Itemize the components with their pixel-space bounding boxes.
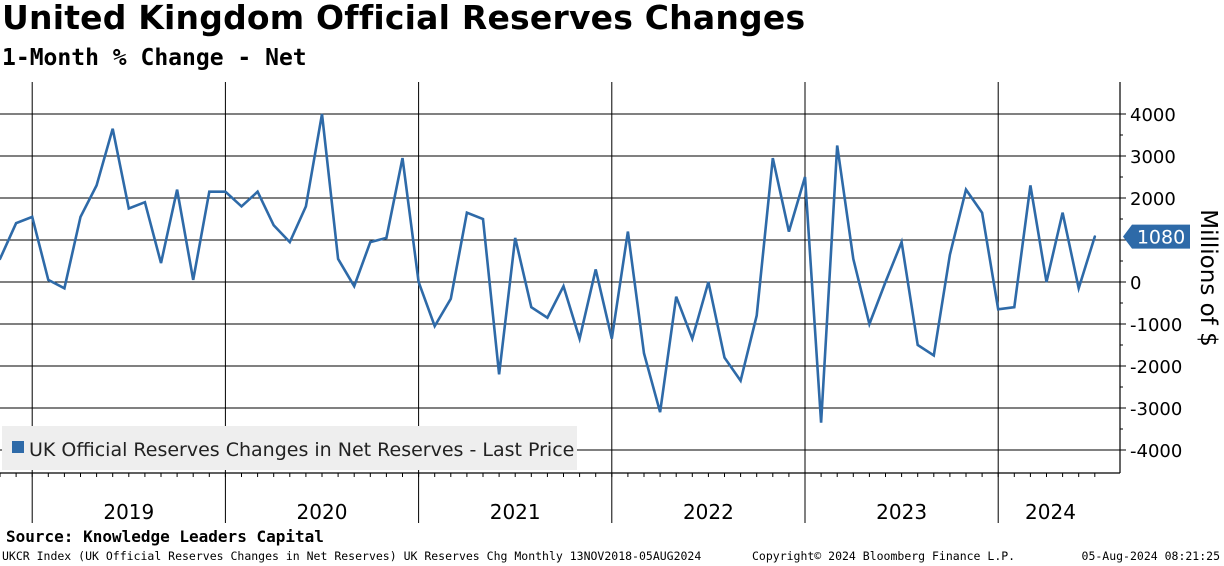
legend: UK Official Reserves Changes in Net Rese… [2, 426, 577, 470]
chart-title: United Kingdom Official Reserves Changes [2, 0, 806, 37]
grid-layer [0, 82, 1120, 523]
x-tick-label: 2024 [1025, 500, 1076, 524]
y-tick-label: -4000 [1130, 441, 1182, 462]
x-tick-label: 2023 [876, 500, 927, 524]
y-tick-label: 0 [1130, 273, 1141, 294]
x-tick-label: 2022 [683, 500, 734, 524]
last-value-tag [1123, 224, 1190, 249]
x-tick-label: 2020 [297, 500, 348, 524]
y-tick-label: -3000 [1130, 399, 1182, 420]
x-tick-label: 2021 [490, 500, 541, 524]
series-line [0, 113, 1097, 423]
x-tick-label: 2019 [103, 500, 154, 524]
footer-ticker: UKCR Index (UK Official Reserves Changes… [2, 549, 702, 563]
y-tick-label: 2000 [1130, 189, 1176, 210]
axis-layer: 40003000200010000-1000-2000-3000-4000201… [0, 82, 1221, 524]
series-layer [0, 113, 1097, 423]
footer-timestamp: 05-Aug-2024 08:21:25 [1081, 549, 1220, 563]
chart-subtitle: 1-Month % Change - Net [2, 45, 307, 71]
y-tick-label: -1000 [1130, 315, 1182, 336]
legend-label: UK Official Reserves Changes in Net Rese… [29, 439, 574, 461]
source-note: Source: Knowledge Leaders Capital [6, 527, 324, 546]
last-value-label: 1080 [1137, 227, 1185, 249]
y-tick-label: 3000 [1130, 147, 1176, 168]
legend-swatch [12, 441, 24, 453]
y-axis-title: Millions of $ [1195, 209, 1221, 346]
legend-box [2, 426, 577, 470]
y-tick-label: -2000 [1130, 357, 1182, 378]
footer-copyright: Copyright© 2024 Bloomberg Finance L.P. [752, 549, 1016, 563]
y-tick-label: 4000 [1130, 105, 1176, 126]
